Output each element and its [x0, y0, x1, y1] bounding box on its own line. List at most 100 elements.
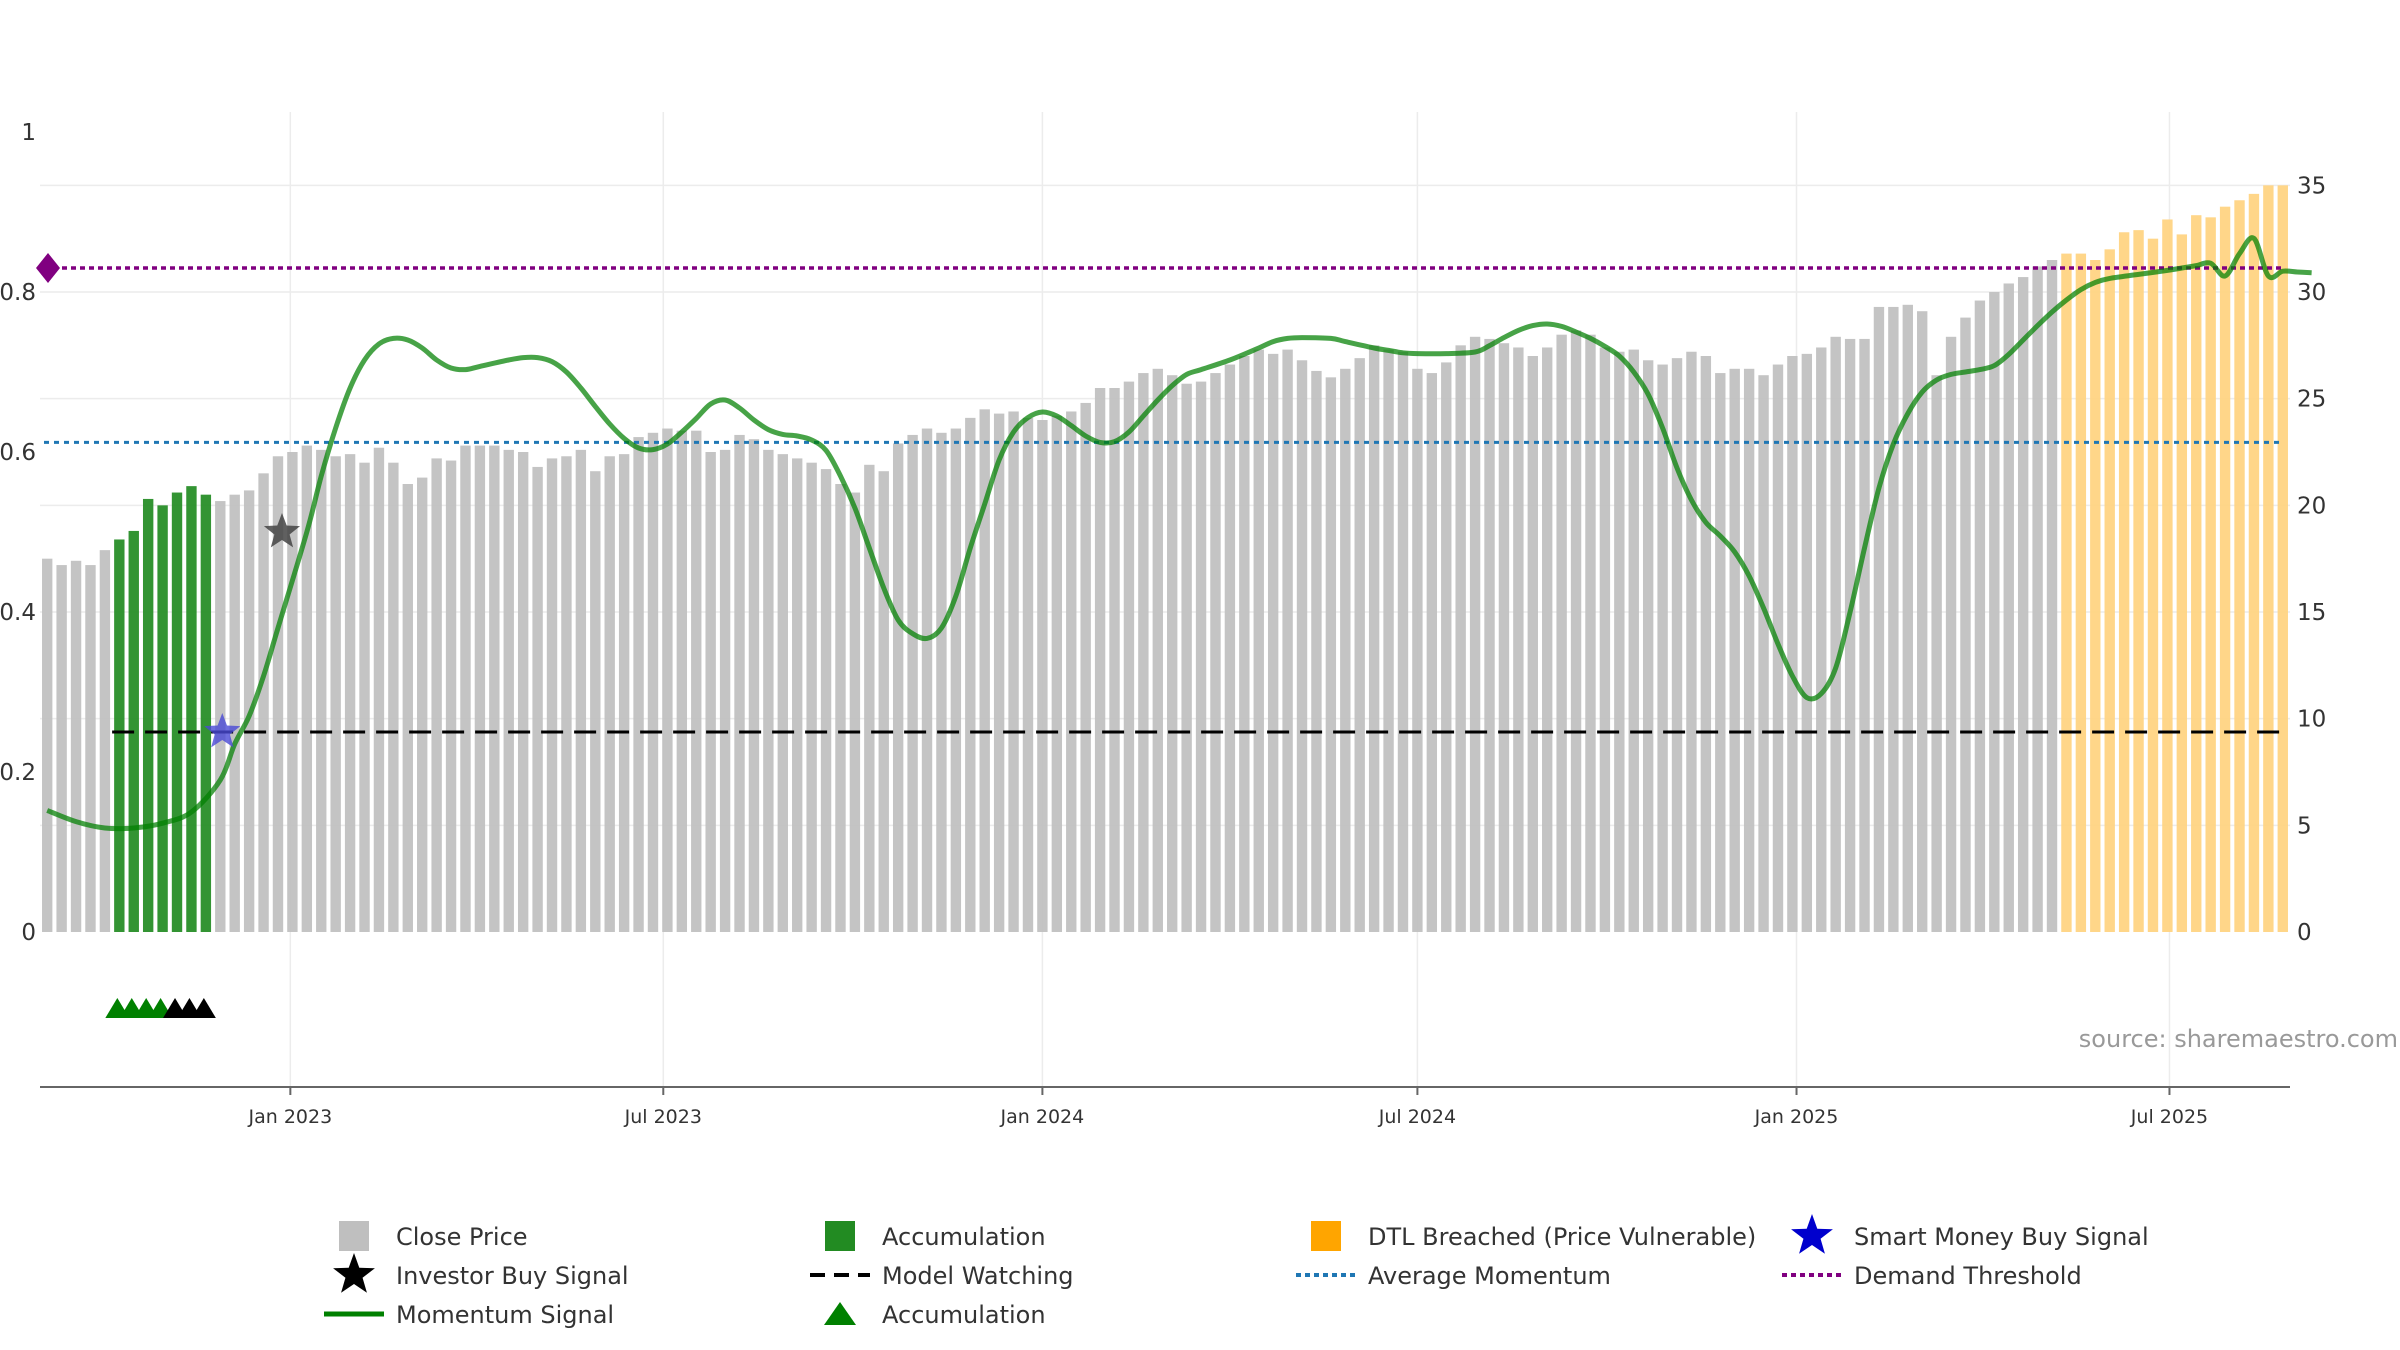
legend-item: Demand Threshold: [1782, 1262, 2082, 1290]
close-price-bar: [2032, 266, 2043, 932]
close-price-bar: [1585, 334, 1596, 933]
close-price-bar: [301, 445, 313, 932]
left-axis-tick-label: 1: [21, 120, 36, 146]
close-price-bar: [272, 456, 284, 932]
price-bars: [42, 185, 2288, 933]
right-axis-tick-label: 5: [2297, 813, 2312, 839]
close-price-bar: [1123, 381, 1135, 933]
close-price-bar: [892, 443, 904, 932]
close-price-bar: [359, 462, 370, 932]
x-tick-label: Jan 2023: [247, 1106, 332, 1128]
close-price-bar: [748, 439, 760, 932]
dtl-breached-bar: [2147, 238, 2159, 932]
close-price-bar: [1397, 351, 1409, 932]
right-axis-tick-label: 30: [2297, 280, 2326, 306]
close-price-bar: [1671, 358, 1683, 933]
accumulation-bar: [186, 486, 197, 932]
close-price-bar: [1758, 375, 1769, 932]
close-price-bar: [1167, 375, 1178, 932]
close-price-bar: [792, 458, 803, 932]
dtl-breached-bar: [2118, 232, 2130, 932]
close-price-bar: [1787, 356, 1798, 932]
legend-label: Demand Threshold: [1854, 1262, 2082, 1290]
accumulation-bar: [171, 492, 183, 932]
accumulation-bar: [142, 498, 154, 932]
legend-label: Accumulation: [882, 1223, 1046, 1251]
close-price-bar: [604, 456, 615, 932]
left-axis-tick-label: 0.8: [0, 280, 36, 306]
legend-square-swatch: [1311, 1221, 1341, 1251]
close-price-bar: [633, 437, 644, 932]
close-price-bar: [575, 449, 587, 932]
legend-label: DTL Breached (Price Vulnerable): [1368, 1223, 1756, 1251]
close-price-bar: [1917, 311, 1928, 932]
close-price-bar: [1686, 351, 1697, 932]
dtl-breached-bar: [2234, 200, 2245, 932]
dtl-breached-bar: [2075, 253, 2087, 933]
close-price-bar: [1022, 417, 1034, 932]
close-price-bar: [1513, 347, 1524, 932]
close-price-bar: [1743, 368, 1755, 932]
close-price-bar: [1195, 381, 1207, 933]
close-price-bar: [85, 565, 96, 932]
left-axis-tick-label: 0: [21, 920, 36, 946]
close-price-bar: [849, 492, 861, 932]
smart-money-buy-signal-star: [204, 713, 241, 748]
close-price-bar: [950, 428, 962, 932]
close-price-bar: [864, 464, 875, 932]
close-price-bar: [1974, 300, 1986, 932]
close-price-bar: [1426, 373, 1438, 933]
close-price-bar: [1859, 338, 1870, 932]
close-price-bar: [763, 449, 774, 932]
close-price-bar: [1138, 373, 1149, 933]
close-price-bar: [921, 428, 933, 932]
close-price-bar: [1989, 292, 2000, 932]
dtl-breached-bar: [2133, 230, 2144, 933]
close-price-bar: [1556, 334, 1567, 933]
close-price-bar: [417, 477, 428, 932]
left-axis-tick-label: 0.6: [0, 440, 36, 466]
legend-square-swatch: [339, 1221, 369, 1251]
legend-item: DTL Breached (Price Vulnerable): [1311, 1221, 1756, 1251]
close-price-bar: [1642, 360, 1654, 932]
close-price-bar: [1599, 347, 1611, 932]
close-price-bar: [1340, 368, 1351, 932]
close-price-bar: [1657, 364, 1668, 932]
legend-item: Momentum Signal: [324, 1301, 614, 1329]
close-price-bar: [42, 558, 53, 932]
dtl-breached-bar: [2219, 206, 2231, 932]
close-price-bar: [1008, 411, 1019, 932]
legend: Close Price Accumulation DTL Breached (Pri…: [324, 1214, 2149, 1329]
close-price-bar: [590, 471, 601, 932]
close-price-bar: [1816, 347, 1827, 932]
close-price-bar: [1945, 336, 1957, 932]
close-price-bar: [1484, 338, 1495, 932]
right-axis-tick-label: 20: [2297, 493, 2326, 519]
right-axis-tick-label: 35: [2297, 173, 2326, 199]
close-price-bar: [1715, 373, 1726, 933]
signal-lines: [36, 235, 2312, 832]
legend-item: Accumulation: [824, 1301, 1046, 1329]
legend-item: Close Price: [339, 1221, 528, 1251]
close-price-bar: [1210, 373, 1221, 933]
close-price-bar: [1498, 343, 1510, 932]
close-price-bar: [734, 434, 745, 932]
accumulation-triangle: [191, 998, 216, 1018]
close-price-bar: [344, 454, 356, 932]
accumulation-bar: [157, 505, 168, 932]
legend-item: Smart Money Buy Signal: [1791, 1214, 2149, 1254]
legend-label: Model Watching: [882, 1262, 1074, 1290]
close-price-bar: [1960, 317, 1971, 933]
close-price-bar: [1902, 304, 1913, 932]
right-axis-tick-label: 25: [2297, 387, 2326, 413]
close-price-bar: [1441, 362, 1452, 932]
legend-item: Accumulation: [825, 1221, 1046, 1251]
close-price-bar: [1700, 356, 1712, 932]
close-price-bar: [215, 501, 226, 932]
x-tick-label: Jan 2025: [1754, 1106, 1839, 1128]
x-tick-label: Jul 2024: [1378, 1106, 1456, 1128]
close-price-bar: [777, 454, 788, 932]
left-axis-tick-label: 0.2: [0, 760, 36, 786]
legend-star-swatch: [333, 1253, 375, 1293]
